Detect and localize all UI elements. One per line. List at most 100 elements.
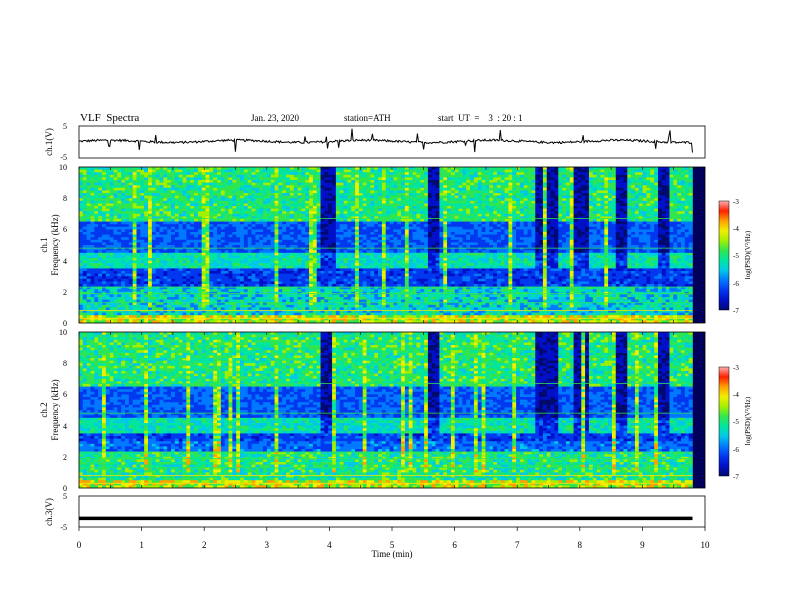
spectrogram-cell	[197, 310, 202, 313]
spectrogram-cell	[220, 239, 225, 243]
spectrogram-cell	[105, 307, 110, 311]
spectrogram-cell	[171, 271, 176, 274]
spectrogram-cell	[355, 312, 360, 316]
spectrogram-cell	[228, 224, 233, 228]
spectrogram-cell	[178, 307, 183, 311]
spectrogram-cell	[132, 294, 137, 298]
spectrogram-cell	[167, 265, 172, 269]
spectrogram-cell	[213, 226, 218, 230]
spectrogram-cell	[228, 242, 233, 246]
spectrogram-cell	[385, 200, 390, 204]
spectrogram-cell	[378, 252, 383, 256]
spectrogram-cell	[159, 211, 164, 215]
spectrogram-cell	[228, 180, 233, 183]
spectrogram-cell	[182, 200, 187, 204]
spectrogram-cell	[332, 255, 337, 259]
spectrogram-cell	[251, 304, 256, 308]
spectrogram-cell	[190, 320, 195, 324]
spectrogram-cell	[228, 252, 233, 256]
spectrogram-cell	[240, 239, 245, 243]
spectrogram-cell	[86, 229, 91, 233]
spectrogram-cell	[381, 299, 387, 303]
spectrogram-cell	[389, 317, 394, 321]
spectrogram-cell	[374, 263, 379, 267]
spectrogram-cell	[289, 203, 295, 207]
spectrogram-cell	[82, 265, 87, 269]
spectrogram-cell	[389, 200, 394, 204]
spectrogram-cell	[343, 221, 348, 225]
spectrogram-cell	[243, 247, 248, 251]
spectrogram-cell	[343, 226, 348, 230]
spectrogram-cell	[282, 182, 287, 186]
spectrogram-cell	[381, 190, 387, 194]
spectrogram-cell	[86, 190, 91, 194]
spectrogram-cell	[186, 268, 191, 272]
spectrogram-cell	[274, 213, 279, 217]
spectrogram-cell	[201, 299, 206, 303]
spectrogram-cell	[266, 304, 272, 308]
spectrogram-cell	[236, 239, 241, 243]
spectrogram-cell	[201, 289, 206, 293]
spectrogram-cell	[102, 312, 107, 316]
spectrogram-cell	[278, 317, 283, 321]
spectrogram-cell	[178, 234, 183, 238]
spectrogram-cell	[217, 224, 222, 228]
spectrogram-cell	[274, 219, 279, 222]
spectrogram-cell	[109, 172, 114, 176]
spectrogram-cell	[117, 206, 122, 209]
spectrogram-cell	[148, 289, 153, 293]
spectrogram-cell	[301, 278, 306, 282]
spectrogram-cell	[305, 297, 310, 300]
spectrogram-cell	[278, 174, 283, 178]
spectrogram-cell	[174, 265, 179, 269]
spectrogram-cell	[243, 169, 248, 173]
spectrogram-cell	[358, 250, 364, 254]
spectrogram-cell	[236, 229, 241, 233]
spectrogram-cell	[155, 169, 160, 173]
spectrogram-cell	[79, 206, 84, 209]
spectrogram-cell	[282, 307, 287, 311]
spectrogram-cell	[151, 250, 156, 254]
spectrogram-cell	[159, 198, 164, 202]
spectrogram-cell	[186, 180, 191, 183]
spectrogram-cell	[155, 229, 160, 233]
spectrogram-cell	[339, 229, 344, 233]
spectrogram-cell	[140, 190, 145, 194]
spectrogram-cell	[247, 268, 252, 272]
spectrogram-cell	[109, 211, 114, 215]
spectrogram-cell	[320, 307, 325, 311]
spectrogram-cell	[174, 247, 179, 251]
spectrogram-cell	[86, 169, 91, 173]
spectrogram-cell	[151, 213, 156, 217]
spectrogram-cell	[186, 294, 191, 298]
spectrogram-cell	[332, 312, 337, 316]
spectrogram-cell	[312, 206, 318, 209]
spectrogram-cell	[243, 250, 248, 254]
spectrogram-cell	[286, 169, 291, 173]
spectrogram-cell	[324, 312, 329, 316]
spectrogram-cell	[339, 213, 344, 217]
spectrogram-cell	[274, 169, 279, 173]
spectrogram-cell	[194, 263, 199, 267]
spectrogram-cell	[247, 206, 252, 209]
spectrogram-cell	[385, 273, 390, 277]
spectrogram-cell	[312, 289, 318, 293]
spectrogram-cell	[128, 226, 133, 230]
spectrogram-cell	[274, 239, 279, 243]
spectrogram-cell	[217, 169, 222, 173]
spectrogram-cell	[293, 310, 298, 313]
spectrogram-cell	[213, 247, 218, 251]
spectrogram-cell	[274, 234, 279, 238]
spectrogram-cell	[286, 255, 291, 259]
spectrogram-cell	[320, 310, 325, 313]
spectrogram-cell	[243, 304, 248, 308]
spectrogram-cell	[301, 271, 306, 274]
spectrogram-cell	[374, 271, 379, 274]
spectrogram-cell	[320, 250, 325, 254]
spectrogram-cell	[289, 180, 295, 183]
spectrogram-cell	[86, 216, 91, 220]
spectrogram-cell	[144, 297, 149, 300]
spectrogram-cell	[328, 317, 333, 321]
spectrogram-cell	[136, 255, 141, 259]
spectrogram-cell	[194, 299, 199, 303]
